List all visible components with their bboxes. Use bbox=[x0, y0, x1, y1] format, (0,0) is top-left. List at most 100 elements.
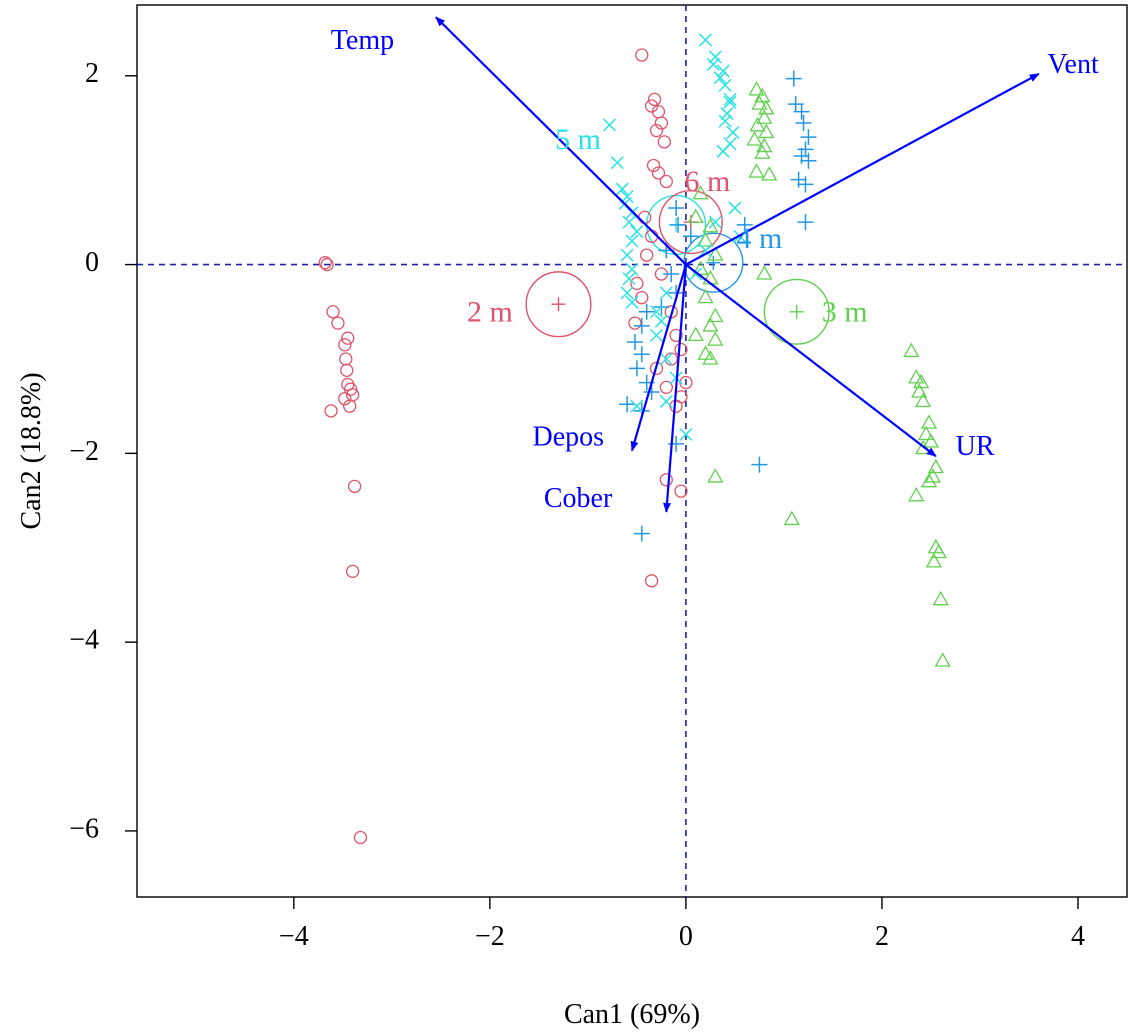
point-2m bbox=[341, 364, 353, 376]
vector-label-ur: UR bbox=[956, 431, 995, 462]
y-tick-label: −4 bbox=[69, 625, 99, 656]
group-label-3m: 3 m bbox=[822, 295, 868, 328]
point-2m bbox=[641, 249, 653, 261]
point-2m bbox=[349, 480, 361, 492]
point-5m bbox=[709, 51, 721, 63]
point-5m bbox=[603, 119, 615, 131]
point-4m bbox=[634, 318, 650, 334]
point-5m bbox=[611, 157, 623, 169]
group-label-2m: 2 m bbox=[467, 295, 513, 328]
point-2m bbox=[354, 832, 366, 844]
point-3m bbox=[762, 167, 776, 180]
point-5m bbox=[729, 202, 741, 214]
x-tick-label: 2 bbox=[875, 921, 889, 952]
point-2m bbox=[639, 211, 651, 223]
point-3m bbox=[748, 132, 762, 145]
point-5m bbox=[717, 145, 729, 157]
point-5m bbox=[709, 216, 721, 228]
series-2m bbox=[319, 49, 692, 844]
point-4m bbox=[639, 304, 655, 320]
point-4m bbox=[800, 153, 816, 169]
point-4m bbox=[794, 148, 810, 164]
point-3m bbox=[904, 344, 918, 357]
x-tick-label: 0 bbox=[679, 921, 693, 952]
point-4m bbox=[634, 346, 650, 362]
vector-label-cober: Cober bbox=[544, 483, 613, 514]
x-tick-label: −2 bbox=[475, 921, 505, 952]
x-tick-label: −4 bbox=[279, 921, 309, 952]
vector-label-depos: Depos bbox=[533, 422, 605, 453]
point-3m bbox=[916, 394, 930, 407]
point-5m bbox=[719, 79, 731, 91]
point-4m bbox=[629, 360, 645, 376]
y-axis-label: Can2 (18.8%) bbox=[16, 372, 47, 529]
point-3m bbox=[703, 271, 717, 284]
point-2m bbox=[660, 474, 672, 486]
point-4m bbox=[786, 71, 802, 87]
vector-label-temp: Temp bbox=[331, 25, 394, 56]
point-2m bbox=[629, 317, 641, 329]
point-3m bbox=[936, 654, 950, 667]
point-4m bbox=[791, 172, 807, 188]
centroid-mark-2m bbox=[551, 297, 565, 311]
point-5m bbox=[724, 96, 736, 108]
vector-label-vent: Vent bbox=[1047, 49, 1099, 80]
centroid-mark-3m bbox=[790, 305, 804, 319]
point-3m bbox=[922, 416, 936, 429]
point-3m bbox=[703, 351, 717, 364]
point-2m bbox=[658, 136, 670, 148]
point-4m bbox=[751, 457, 767, 473]
point-5m bbox=[721, 108, 733, 120]
point-2m bbox=[347, 565, 359, 577]
group-label-6m: 6 m bbox=[685, 165, 731, 198]
point-5m bbox=[616, 183, 628, 195]
y-axis: 20−2−4−6 bbox=[69, 58, 137, 844]
point-3m bbox=[927, 554, 941, 567]
point-3m bbox=[708, 469, 722, 482]
point-3m bbox=[703, 318, 717, 331]
point-3m bbox=[929, 460, 943, 473]
point-5m bbox=[660, 395, 672, 407]
point-3m bbox=[934, 592, 948, 605]
point-4m bbox=[627, 334, 643, 350]
y-tick-label: −6 bbox=[69, 813, 99, 844]
point-3m bbox=[785, 512, 799, 524]
point-5m bbox=[621, 249, 633, 261]
point-4m bbox=[800, 129, 816, 145]
point-3m bbox=[699, 347, 713, 360]
point-2m bbox=[339, 339, 351, 351]
point-5m bbox=[727, 126, 739, 138]
point-2m bbox=[646, 575, 658, 587]
point-2m bbox=[325, 405, 337, 417]
point-3m bbox=[909, 488, 923, 501]
point-4m bbox=[797, 141, 813, 157]
point-5m bbox=[623, 216, 635, 228]
point-4m bbox=[634, 526, 650, 542]
point-5m bbox=[724, 93, 736, 105]
group-label-5m: 5 m bbox=[555, 123, 601, 156]
point-2m bbox=[342, 332, 354, 344]
point-3m bbox=[750, 118, 764, 131]
point-5m bbox=[719, 115, 731, 127]
y-tick-label: 0 bbox=[85, 247, 99, 278]
point-4m bbox=[670, 217, 686, 233]
variable-vectors: Temp Vent UR Depos Cober bbox=[331, 17, 1099, 514]
centroid-circles bbox=[526, 191, 829, 344]
point-2m bbox=[340, 353, 352, 365]
point-3m bbox=[752, 97, 766, 110]
point-2m bbox=[649, 93, 661, 105]
group-label-4m: 4 m bbox=[737, 222, 783, 255]
point-3m bbox=[757, 267, 771, 280]
point-3m bbox=[708, 333, 722, 346]
point-3m bbox=[699, 233, 713, 246]
point-2m bbox=[636, 49, 648, 61]
point-5m bbox=[700, 34, 712, 46]
vector-ur bbox=[686, 265, 936, 457]
point-2m bbox=[660, 176, 672, 188]
x-tick-label: 4 bbox=[1071, 921, 1085, 952]
y-tick-label: −2 bbox=[69, 436, 99, 467]
centroid-mark-4m bbox=[706, 256, 720, 270]
point-2m bbox=[327, 306, 339, 318]
x-axis-label: Can1 (69%) bbox=[564, 999, 700, 1030]
